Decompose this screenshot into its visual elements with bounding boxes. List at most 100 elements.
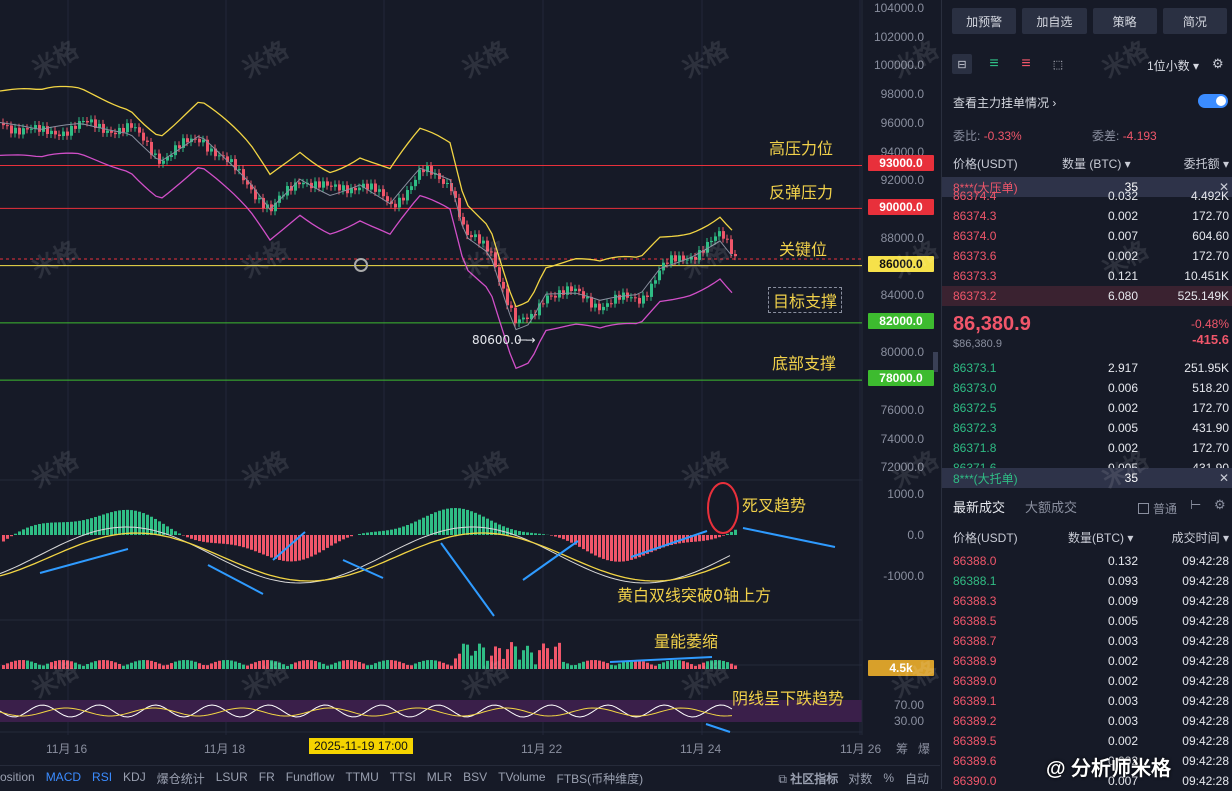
volume-bar: [210, 663, 213, 669]
popout-icon[interactable]: ⬚: [1048, 54, 1068, 74]
macd-bar: [2, 535, 5, 541]
indicator-tabs[interactable]: osition MACD RSI KDJ 爆仓统计 LSUR FR Fundflow TTMU T…: [0, 770, 654, 787]
candle: [126, 123, 129, 132]
volume-bar: [542, 643, 545, 669]
settings-icon[interactable]: ⚙: [1214, 497, 1226, 513]
change-abs: -415.6: [1192, 332, 1229, 347]
indicator-tab[interactable]: LSUR: [216, 770, 248, 787]
volume-bar: [162, 665, 165, 669]
candle: [10, 125, 13, 133]
indicator-tab[interactable]: RSI: [92, 770, 112, 787]
indicator-tab[interactable]: 爆仓统计: [157, 770, 205, 787]
indicator-tab-bar[interactable]: osition MACD RSI KDJ 爆仓统计 LSUR FR Fundflow TTMU T…: [0, 765, 940, 790]
indicator-tab[interactable]: TTSI: [390, 770, 416, 787]
big-bid-order[interactable]: 8***(大托单) 35 ✕: [942, 468, 1232, 488]
close-icon[interactable]: ✕: [1219, 471, 1229, 485]
indicator-tab[interactable]: MACD: [46, 770, 81, 787]
orderbook-panel: 加预警 加自选 策略 简况 ⊟ ≡ ≡ ⬚ 1位小数 ▾ ⚙ 查看主力挂单情况 …: [941, 0, 1232, 789]
candle: [510, 305, 513, 308]
candle: [502, 282, 505, 289]
strategy-button[interactable]: 策略: [1093, 8, 1157, 34]
indicator-tab[interactable]: osition: [0, 770, 35, 787]
macd-bar: [82, 520, 85, 535]
amount-header[interactable]: 委托额 ▾: [1184, 155, 1229, 172]
bids-only-icon[interactable]: ≡: [984, 54, 1004, 74]
filter-icon[interactable]: ⊢: [1190, 497, 1201, 513]
liquidation-label[interactable]: 爆: [918, 740, 930, 757]
order-qty: 2.917: [1066, 361, 1138, 375]
indicator-tab[interactable]: TVolume: [498, 770, 545, 787]
tab-latest-trades[interactable]: 最新成交: [953, 497, 1005, 516]
volume-bar: [206, 665, 209, 669]
overview-button[interactable]: 简况: [1163, 8, 1227, 34]
volume-bar: [386, 660, 389, 669]
candle: [58, 134, 61, 136]
indicator-tab[interactable]: FR: [259, 770, 275, 787]
macd-bar: [722, 535, 725, 536]
indicator-tab[interactable]: MLR: [427, 770, 452, 787]
chips-label[interactable]: 筹: [896, 740, 908, 757]
macd-bar: [474, 513, 477, 535]
price-header: 价格(USDT): [953, 155, 1018, 172]
rebound-pressure-price-label: 90000.0: [868, 199, 934, 215]
volume-bar: [638, 660, 641, 669]
macd-bar: [698, 535, 701, 541]
volume-bar: [94, 661, 97, 669]
indicator-tab[interactable]: TTMU: [345, 770, 378, 787]
alert-button[interactable]: 加预警: [952, 8, 1016, 34]
indicator-tab[interactable]: Fundflow: [286, 770, 335, 787]
indicator-tab[interactable]: KDJ: [123, 770, 146, 787]
depth-toggle-switch[interactable]: [1198, 94, 1228, 108]
both-sides-icon[interactable]: ⊟: [952, 54, 972, 74]
macd-bar: [326, 535, 329, 548]
trade-qty-header[interactable]: 数量(BTC) ▾: [1068, 529, 1158, 546]
volume-bar: [594, 660, 597, 669]
settings-icon[interactable]: ⚙: [1212, 56, 1224, 72]
log-toggle[interactable]: 对数: [848, 770, 872, 787]
tab-large-trades[interactable]: 大额成交: [1025, 497, 1077, 516]
macd-bar: [238, 535, 241, 546]
indicator-tab[interactable]: BSV: [463, 770, 487, 787]
candle: [726, 239, 729, 240]
percent-toggle[interactable]: %: [883, 771, 894, 785]
watchlist-button[interactable]: 加自选: [1022, 8, 1086, 34]
macd-bar: [266, 535, 269, 556]
indicator-tab[interactable]: FTBS(币种维度): [557, 770, 644, 787]
trade-time: 09:42:28: [1182, 754, 1229, 768]
normal-checkbox[interactable]: 普通: [1138, 500, 1177, 517]
depth-toggle-label[interactable]: 查看主力挂单情况 ›: [953, 94, 1056, 111]
death-cross-note: 死叉趋势: [742, 492, 806, 516]
candle: [26, 128, 29, 129]
macd-bar: [170, 529, 173, 535]
auto-toggle[interactable]: 自动: [905, 770, 929, 787]
precision-select[interactable]: 1位小数 ▾: [1147, 57, 1199, 74]
trade-time: 09:42:28: [1182, 734, 1229, 748]
trade-time-header[interactable]: 成交时间 ▾: [1172, 529, 1229, 546]
candle: [466, 225, 469, 236]
asks-only-icon[interactable]: ≡: [1016, 54, 1036, 74]
community-indicator-button[interactable]: ⧉ 社区指标: [778, 770, 838, 787]
qty-header[interactable]: 数量 (BTC) ▾: [1062, 155, 1152, 172]
